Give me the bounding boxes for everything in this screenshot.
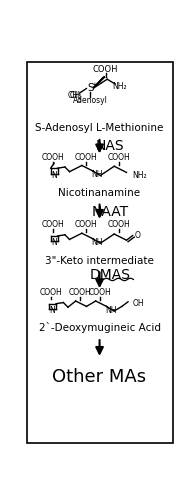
Text: COOH: COOH bbox=[107, 220, 130, 230]
Text: NH₂: NH₂ bbox=[133, 171, 147, 180]
Text: O: O bbox=[134, 231, 140, 240]
Text: COOH: COOH bbox=[75, 220, 98, 230]
Text: COOH: COOH bbox=[41, 152, 64, 162]
Text: CH₃: CH₃ bbox=[68, 91, 82, 100]
Text: 2`-Deoxymugineic Acid: 2`-Deoxymugineic Acid bbox=[39, 322, 160, 334]
Text: COOH: COOH bbox=[89, 288, 112, 297]
Text: COOH: COOH bbox=[69, 288, 92, 297]
Text: Adenosyl: Adenosyl bbox=[73, 96, 108, 104]
Text: 3"-Keto intermediate: 3"-Keto intermediate bbox=[45, 256, 154, 266]
Text: NH: NH bbox=[105, 306, 117, 315]
Text: N: N bbox=[51, 238, 57, 248]
Text: 3: 3 bbox=[78, 98, 81, 102]
Text: N: N bbox=[50, 306, 55, 315]
Text: COOH: COOH bbox=[41, 220, 64, 230]
Text: COOH: COOH bbox=[107, 152, 130, 162]
Text: DMAS: DMAS bbox=[90, 268, 131, 282]
Text: S: S bbox=[87, 82, 94, 92]
Text: Other MAs: Other MAs bbox=[52, 368, 147, 386]
Text: CH: CH bbox=[69, 91, 80, 100]
Text: COOH: COOH bbox=[40, 288, 62, 297]
Text: N: N bbox=[51, 170, 57, 179]
Text: +: + bbox=[91, 82, 97, 87]
Text: Nicotinanamine: Nicotinanamine bbox=[58, 188, 141, 198]
Text: COOH: COOH bbox=[75, 152, 98, 162]
Text: NH₂: NH₂ bbox=[112, 82, 127, 90]
Text: NH: NH bbox=[91, 170, 103, 179]
Text: OH: OH bbox=[133, 299, 144, 308]
Text: NAAT: NAAT bbox=[92, 204, 129, 218]
Text: COOH: COOH bbox=[93, 64, 118, 74]
Text: NH: NH bbox=[91, 238, 103, 247]
Polygon shape bbox=[93, 77, 105, 88]
Text: NAS: NAS bbox=[96, 139, 125, 153]
Text: S-Adenosyl L-Methionine: S-Adenosyl L-Methionine bbox=[35, 123, 164, 133]
